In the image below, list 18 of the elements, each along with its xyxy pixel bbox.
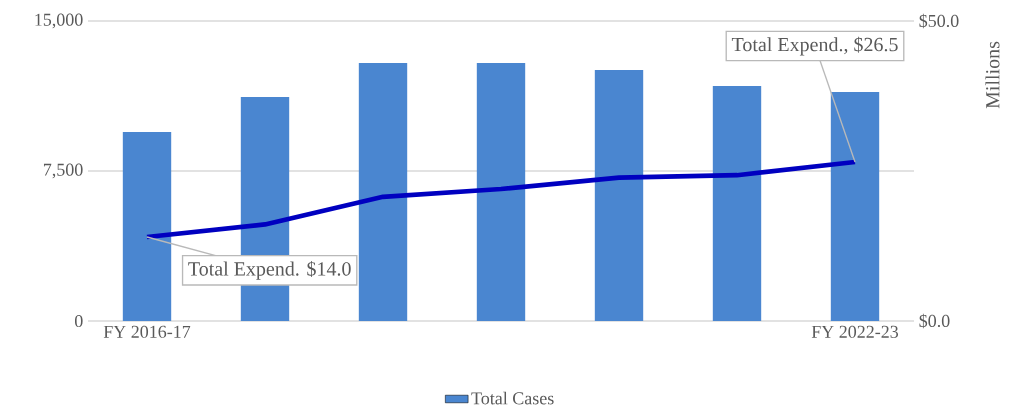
data-label: Total Expend. $14.0 [188, 260, 351, 280]
x-tick-label: FY 2016-17 [103, 325, 191, 338]
bar [122, 132, 172, 321]
y2-axis-title: Millions [985, 41, 1000, 109]
y-tick-label: 0 [74, 314, 83, 328]
bar [358, 63, 408, 321]
y2-tick-label: $50.0 [919, 13, 959, 29]
line-series [144, 159, 858, 240]
bar [476, 63, 526, 321]
bar [712, 86, 762, 321]
data-label: Total Expend., $26.5 [731, 36, 898, 56]
bar [594, 70, 644, 321]
x-tick-label: FY 2022-23 [811, 325, 899, 338]
y2-tick-label: $0.0 [919, 313, 950, 329]
legend-label: Total Cases [471, 391, 554, 405]
y-tick-label: 7,500 [43, 163, 83, 179]
y-tick-label: 15,000 [35, 13, 83, 29]
bar [830, 92, 880, 321]
